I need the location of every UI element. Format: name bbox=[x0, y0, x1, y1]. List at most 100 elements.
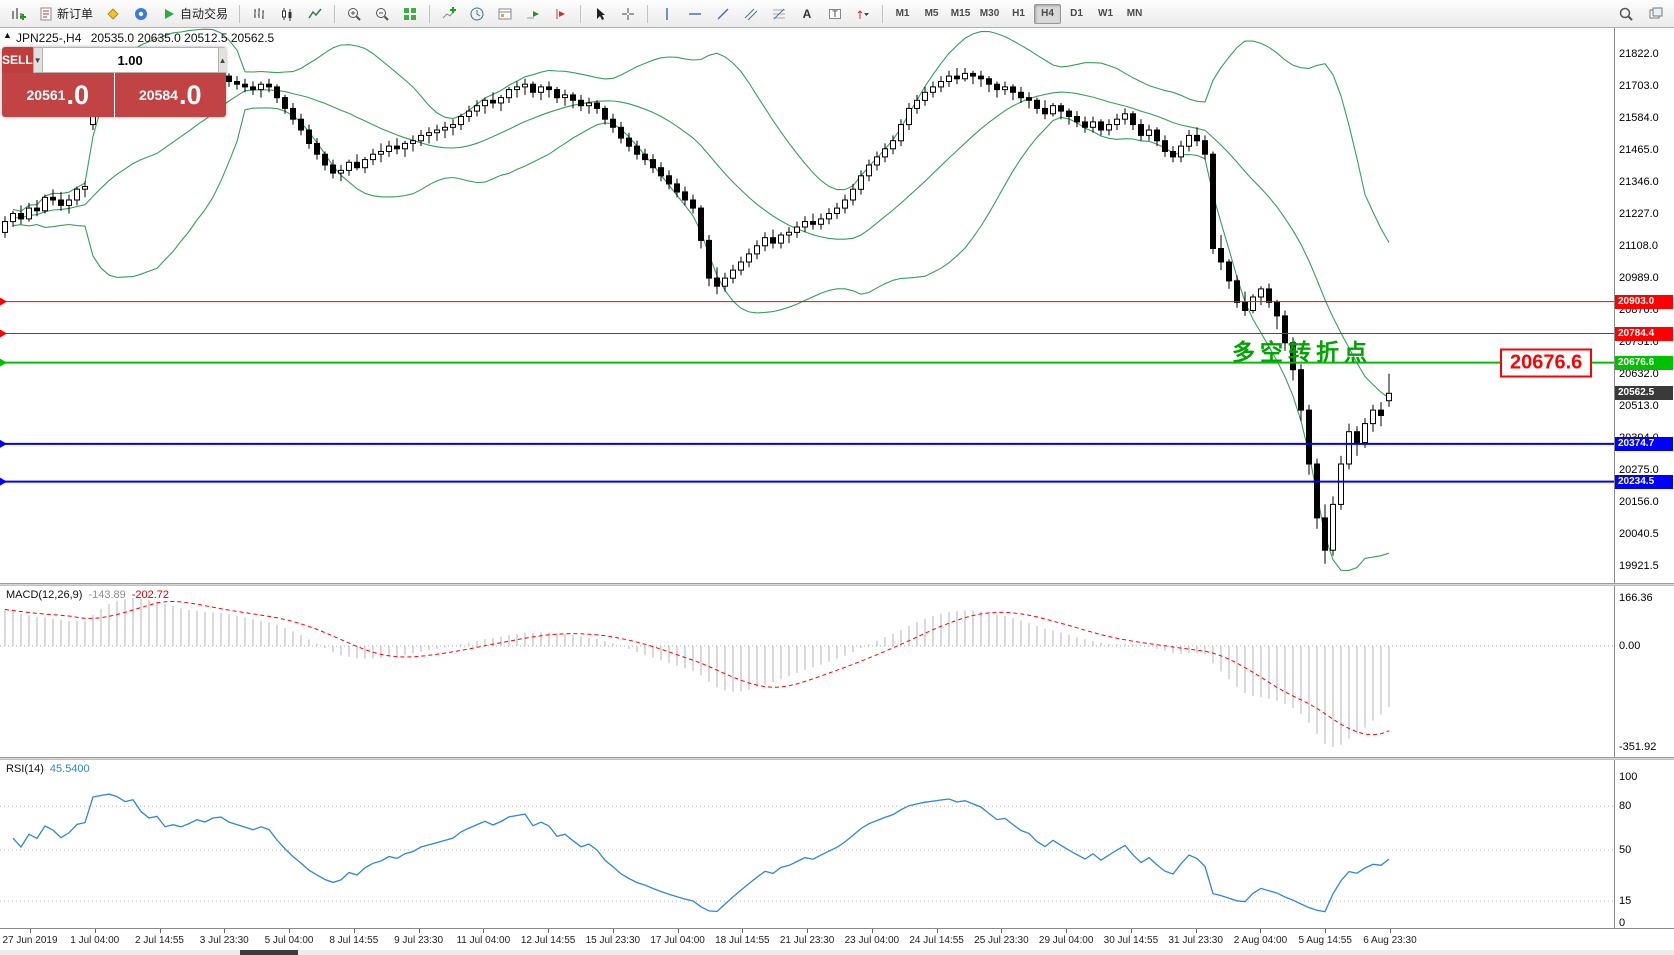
rsi-panel[interactable] bbox=[0, 760, 1614, 928]
svg-text:A: A bbox=[803, 7, 812, 21]
community-button[interactable] bbox=[128, 3, 154, 25]
price-badge: 20562.5 bbox=[1615, 386, 1673, 401]
time-axis-label: 30 Jul 14:55 bbox=[1103, 935, 1159, 946]
timeframe-m15-button[interactable]: M15 bbox=[947, 4, 974, 24]
metaeditor-icon bbox=[107, 7, 119, 20]
timeframe-m1-button[interactable]: M1 bbox=[889, 4, 916, 24]
chart-bars-button[interactable] bbox=[246, 3, 272, 25]
timeframe-d1-button[interactable]: D1 bbox=[1063, 4, 1090, 24]
rsi-panel-divider[interactable] bbox=[0, 757, 1674, 760]
lot-size-input[interactable] bbox=[42, 47, 218, 73]
price-axis-label: 19921.5 bbox=[1619, 560, 1659, 572]
toolbar-separator bbox=[334, 4, 336, 23]
text-tool-button[interactable]: A bbox=[794, 3, 820, 25]
time-axis-label: 31 Jul 23:30 bbox=[1168, 935, 1223, 946]
chart-shift-button[interactable] bbox=[548, 3, 574, 25]
time-axis-label: 2 Jul 14:55 bbox=[135, 935, 184, 946]
sell-price[interactable]: 20561 .0 bbox=[2, 73, 114, 117]
price-badge: 20374.7 bbox=[1615, 436, 1673, 451]
templates-button[interactable] bbox=[492, 3, 518, 25]
periods-button[interactable] bbox=[464, 3, 490, 25]
one-click-collapse-icon[interactable]: ▲ bbox=[3, 30, 12, 40]
cursor-button[interactable] bbox=[587, 3, 613, 25]
macd-title: MACD(12,26,9) bbox=[6, 589, 83, 601]
time-axis-tick bbox=[224, 929, 226, 933]
timeframe-h1-button[interactable]: H1 bbox=[1005, 4, 1032, 24]
time-axis-label: 1 Jul 04:00 bbox=[70, 935, 120, 946]
price-chart[interactable] bbox=[0, 28, 1614, 583]
sell-price-main: 20561 bbox=[26, 87, 66, 103]
tile-windows-icon bbox=[404, 7, 417, 20]
trendline-tool-button[interactable] bbox=[710, 3, 736, 25]
chart-line-button[interactable] bbox=[302, 3, 328, 25]
caret-up-icon: ▲ bbox=[218, 55, 226, 65]
time-axis-tick bbox=[1325, 929, 1327, 933]
indicators-button[interactable] bbox=[436, 3, 462, 25]
time-axis-tick bbox=[936, 929, 938, 933]
auto-scroll-icon bbox=[527, 10, 540, 18]
timeframe-m5-button[interactable]: M5 bbox=[918, 4, 945, 24]
lot-increase-button[interactable]: ▲ bbox=[217, 47, 226, 73]
buy-price[interactable]: 20584 .0 bbox=[114, 73, 226, 117]
time-axis-tick bbox=[548, 929, 550, 933]
crosshair-button[interactable] bbox=[615, 3, 641, 25]
price-axis-label: 20632.0 bbox=[1619, 368, 1659, 380]
label-tool-button[interactable]: T bbox=[822, 3, 848, 25]
tile-windows-button[interactable] bbox=[397, 3, 423, 25]
candlestick-chart-icon bbox=[282, 7, 292, 21]
vertical-line-tool-button[interactable] bbox=[654, 3, 680, 25]
toolbar-separator bbox=[882, 4, 884, 23]
channel-tool-button[interactable] bbox=[738, 3, 764, 25]
price-axis-label: 21584.0 bbox=[1619, 112, 1659, 124]
price-badge: 20903.0 bbox=[1615, 294, 1673, 309]
sell-price-pips: .0 bbox=[66, 79, 89, 110]
time-axis-tick bbox=[1066, 929, 1068, 933]
search-button[interactable] bbox=[1613, 3, 1639, 25]
autotrading-label: 自动交易 bbox=[180, 7, 229, 21]
macd-panel[interactable] bbox=[0, 586, 1614, 757]
autotrading-button[interactable]: 自动交易 bbox=[156, 3, 233, 25]
lot-decrease-button[interactable]: ▼ bbox=[32, 47, 43, 73]
community-icon bbox=[135, 7, 148, 20]
auto-scroll-button[interactable] bbox=[520, 3, 546, 25]
symbol-period-label: JPN225-,H4 bbox=[16, 31, 82, 45]
scrollbar-thumb[interactable] bbox=[240, 950, 298, 955]
new-chart-button[interactable] bbox=[5, 3, 31, 25]
time-axis-tick bbox=[1195, 929, 1197, 933]
time-axis[interactable]: 27 Jun 2019 1 Jul 04:00 2 Jul 14:55 3 Jul 2… bbox=[0, 928, 1674, 950]
time-axis-label: 5 Aug 14:55 bbox=[1298, 935, 1352, 946]
timeframe-m30-button[interactable]: M30 bbox=[976, 4, 1003, 24]
time-axis-tick bbox=[353, 929, 355, 933]
one-click-trading-panel: SELL ▼ ▲ BUY 20561 .0 20584 .0 bbox=[2, 47, 226, 117]
time-axis-label: 15 Jul 23:30 bbox=[585, 935, 641, 946]
macd-panel-divider[interactable] bbox=[0, 583, 1674, 586]
timeframe-h4-button[interactable]: H4 bbox=[1034, 3, 1062, 24]
toolbar-separator bbox=[429, 4, 431, 23]
zoom-out-button[interactable] bbox=[369, 3, 395, 25]
sell-button[interactable]: SELL bbox=[2, 47, 33, 73]
time-axis-tick bbox=[30, 929, 31, 933]
timeframe-w1-button[interactable]: W1 bbox=[1092, 4, 1119, 24]
fibonacci-tool-button[interactable] bbox=[766, 3, 792, 25]
new-order-label: 新订单 bbox=[57, 7, 94, 21]
timeframe-mn-button[interactable]: MN bbox=[1121, 4, 1148, 24]
new-order-button[interactable]: 新订单 bbox=[33, 3, 98, 25]
arrows-tool-button[interactable] bbox=[850, 3, 876, 25]
time-axis-label: 6 Aug 23:30 bbox=[1363, 935, 1417, 946]
horizontal-line-tool-button[interactable] bbox=[682, 3, 708, 25]
indicators-icon bbox=[442, 6, 457, 18]
time-axis-label: 18 Jul 14:55 bbox=[715, 935, 770, 946]
text-tool-icon: A bbox=[803, 7, 812, 21]
workspace-button[interactable] bbox=[1643, 3, 1669, 25]
zoom-in-button[interactable] bbox=[341, 3, 367, 25]
metaeditor-button[interactable] bbox=[100, 3, 126, 25]
layers-icon bbox=[1649, 7, 1663, 18]
price-axis-border bbox=[1614, 28, 1615, 950]
time-axis-label: 23 Jul 04:00 bbox=[844, 935, 900, 946]
chart-candles-button[interactable] bbox=[274, 3, 300, 25]
macd-axis-label: 0.00 bbox=[1619, 640, 1641, 652]
price-axis-label: 20156.0 bbox=[1619, 496, 1659, 508]
price-axis-label: 21346.0 bbox=[1619, 176, 1659, 188]
time-axis-tick bbox=[289, 929, 291, 933]
price-axis-label: 20394.0 bbox=[1619, 432, 1659, 444]
